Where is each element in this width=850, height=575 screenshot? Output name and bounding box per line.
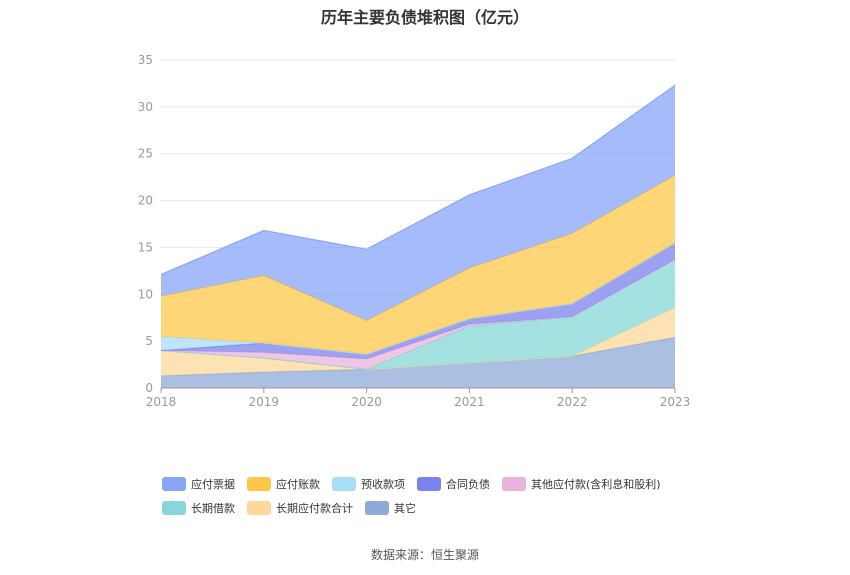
x-tick-label: 2019 [249, 395, 280, 409]
legend-label: 其它 [394, 502, 416, 515]
area-预收款项 [161, 242, 675, 355]
y-tick-label: 15 [138, 240, 153, 254]
legend-item[interactable]: 应付账款 [247, 476, 320, 492]
chart-legend: 应付票据 应付账款 预收款项 合同负债 其他应付款(含利息和股利) 长期借款 长期应付款合计… [162, 472, 722, 520]
legend-item[interactable]: 长期借款 [162, 500, 235, 516]
legend-swatch [162, 477, 186, 491]
legend-swatch [417, 477, 441, 491]
x-tick-label: 2023 [660, 395, 691, 409]
legend-item[interactable]: 合同负债 [417, 476, 490, 492]
legend-swatch [365, 501, 389, 515]
area-应付账款 [161, 175, 675, 355]
legend-label: 预收款项 [361, 478, 405, 491]
x-tick-label: 2021 [454, 395, 485, 409]
legend-item[interactable]: 应付票据 [162, 476, 235, 492]
legend-row: 应付票据 应付账款 预收款项 合同负债 其他应付款(含利息和股利) [162, 472, 722, 496]
legend-label: 合同负债 [446, 478, 490, 491]
y-tick-label: 20 [138, 194, 153, 208]
legend-swatch [332, 477, 356, 491]
x-tick-label: 2022 [557, 395, 588, 409]
area-edge-应付票据 [160, 84, 676, 276]
legend-item[interactable]: 预收款项 [332, 476, 405, 492]
legend-label: 长期借款 [191, 502, 235, 515]
legend-item[interactable]: 其他应付款(含利息和股利) [502, 476, 661, 492]
legend-label: 长期应付款合计 [276, 502, 353, 515]
y-tick-label: 25 [138, 147, 153, 161]
axes: 0 5 10 15 20 25 30 35 2018 2019 2020 2021 2022 2023 [138, 53, 691, 409]
y-tick-label: 0 [145, 381, 153, 395]
chart-title: 历年主要负债堆积图（亿元） [320, 8, 529, 27]
area-应付票据 [161, 85, 675, 321]
legend-item[interactable]: 长期应付款合计 [247, 500, 353, 516]
area-其他应付款(含利息和股利) [161, 259, 675, 370]
legend-label: 应付账款 [276, 478, 320, 491]
data-source: 数据来源：恒生聚源 [370, 548, 479, 562]
legend-swatch [162, 501, 186, 515]
y-tick-label: 35 [138, 53, 153, 67]
x-tick-label: 2018 [146, 395, 177, 409]
y-tick-label: 10 [138, 287, 153, 301]
y-tick-label: 5 [145, 334, 153, 348]
area-长期借款 [161, 259, 675, 370]
legend-item[interactable]: 其它 [365, 500, 416, 516]
legend-label: 其他应付款(含利息和股利) [531, 478, 661, 491]
legend-label: 应付票据 [191, 478, 235, 491]
area-长期应付款合计 [161, 307, 675, 376]
area-其它 [161, 337, 675, 388]
legend-swatch [502, 477, 526, 491]
y-tick-label: 30 [138, 100, 153, 114]
x-tick-label: 2020 [351, 395, 382, 409]
legend-swatch [247, 501, 271, 515]
legend-swatch [247, 477, 271, 491]
legend-row: 长期借款 长期应付款合计 其它 [162, 496, 722, 520]
area-series [160, 84, 676, 388]
